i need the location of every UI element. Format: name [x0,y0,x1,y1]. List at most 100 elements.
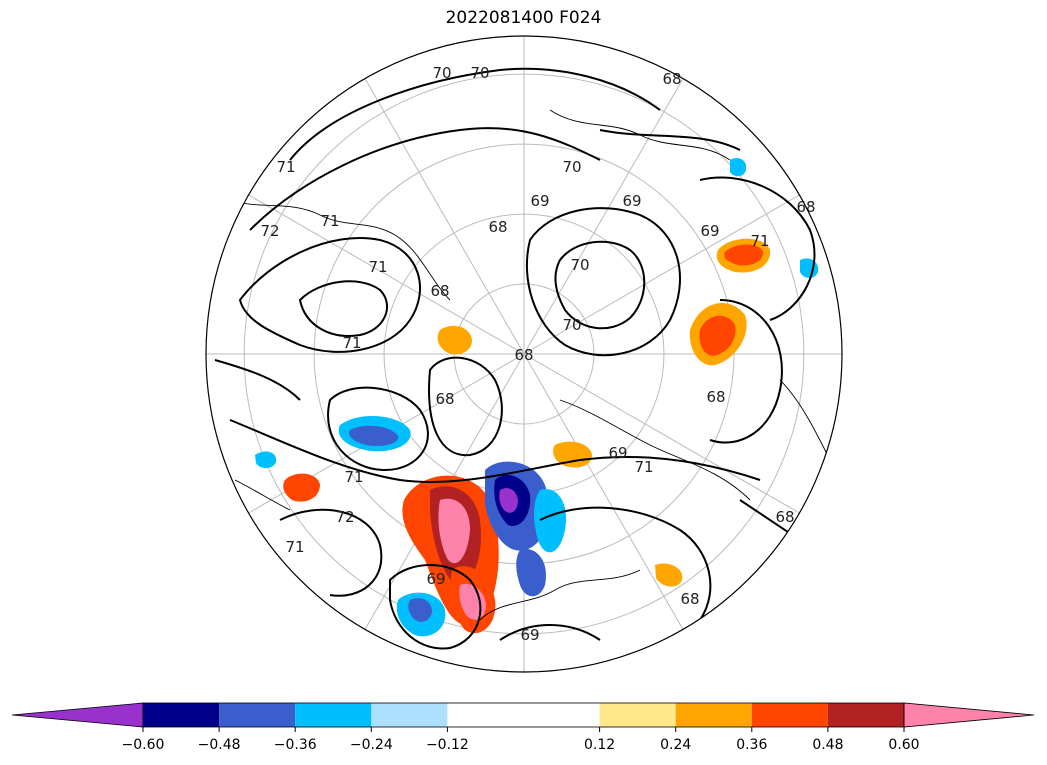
contour-label: 71 [750,232,769,250]
meridian-line [523,353,684,630]
coastline [779,379,831,461]
height-contour [279,508,383,597]
colorbar-tick-label: 0.60 [888,737,919,753]
colorbar-tick-label: −0.12 [426,737,469,753]
negative-anomaly-region [408,598,432,622]
contour-label: 68 [775,508,794,526]
colorbar-segment [295,703,372,727]
contour-label: 68 [706,388,725,406]
meridian-line [523,353,800,514]
meridian-line [248,194,525,355]
height-contour [238,237,421,353]
contour-label: 71 [285,538,304,556]
contour-label: 71 [344,468,363,486]
contour-label: 71 [320,212,339,230]
height-contour [709,299,783,444]
height-contour [229,419,761,483]
colorbar-tick-label: −0.36 [274,737,317,753]
colorbar-frame [142,702,905,728]
negative-anomaly-region [730,158,747,177]
colorbar-segment [219,703,296,727]
height-contour [249,127,601,231]
contour-label: 70 [562,158,581,176]
contour-label: 69 [520,626,539,644]
contour-label: 71 [276,158,295,176]
height-contour [499,624,601,641]
colorbar-tick-label: 0.36 [736,737,767,753]
contour-label: 68 [430,282,449,300]
coastline [234,479,291,511]
colorbar-extend-high [903,702,1035,728]
meridian-line [364,78,525,355]
polar-map: 70 70 68 70 71 72 71 71 69 68 68 69 69 70 70 71 68 71 71 69… [205,35,843,673]
contour-label: 71 [342,334,361,352]
height-contour [526,207,681,357]
colorbar-segment [447,703,600,727]
colorbar-tick-label: 0.12 [584,737,615,753]
colorbar-segment [143,703,220,727]
positive-anomaly-region [553,441,592,468]
coastline [559,399,751,501]
height-contour [289,67,661,161]
height-contour [554,240,646,330]
coastline [479,569,641,621]
contour-label: 70 [570,256,589,274]
meridian-line [523,194,800,355]
height-contour [699,176,816,321]
colorbar-segment [675,703,752,727]
colorbar-segment [827,703,904,727]
contour-label: 71 [634,458,653,476]
height-contour [599,129,741,151]
positive-anomaly-region [459,583,486,620]
contour-label: 72 [260,222,279,240]
contour-label: 69 [426,570,445,588]
height-contour [214,359,301,401]
colorbar-tick-label: 0.24 [660,737,691,753]
colorbar-tick-label: 0.48 [812,737,843,753]
negative-anomaly-region [800,258,819,278]
height-contour [389,564,482,650]
contour-labels: 70 70 68 70 71 72 71 71 69 68 68 69 69 70 70 71 68 71 71 69… [260,64,815,644]
colorbar: −0.60 −0.48 −0.36 −0.24 −0.12 0.12 0.24 0.36 0.4… [11,702,1035,753]
contour-label: 70 [562,316,581,334]
positive-anomaly-region [655,563,683,587]
contour-label: 68 [514,346,533,364]
positive-anomaly-region [724,244,764,266]
contour-label: 72 [335,508,354,526]
colorbar-extend-low [11,702,144,728]
positive-anomaly-region [699,315,736,356]
contour-label: 71 [368,258,387,276]
contour-label: 70 [432,64,451,82]
height-contour [298,280,389,337]
negative-anomaly-region [534,489,566,553]
colorbar-segment [371,703,448,727]
contour-label: 68 [488,218,507,236]
negative-anomaly-region [516,549,546,597]
negative-anomaly-region [255,451,277,469]
coastlines [229,109,831,621]
contour-label: 69 [530,192,549,210]
colorbar-tick-label: −0.60 [122,737,165,753]
positive-anomaly-region [283,473,320,502]
height-contour [428,356,503,457]
positive-anomaly-region [438,498,470,564]
contour-label: 69 [622,192,641,210]
colorbar-segments [11,702,1035,728]
contour-label: 70 [470,64,489,82]
chart-title: 2022081400 F024 [445,8,602,28]
negative-anomaly-region [499,488,518,513]
coastline [229,199,451,301]
map-boundary [205,35,843,673]
colorbar-tick-label: −0.48 [198,737,241,753]
height-contour [327,386,429,472]
colorbar-segment [599,703,676,727]
colorbar-ticks: −0.60 −0.48 −0.36 −0.24 −0.12 0.12 0.24 0.36 0.4… [122,727,920,753]
negative-anomaly-region [348,425,399,446]
contour-label: 68 [435,390,454,408]
height-contour [539,506,712,621]
contour-label: 69 [608,444,627,462]
coastline [549,109,731,161]
colorbar-segment [751,703,828,727]
height-contours [214,67,831,650]
contour-label: 68 [680,590,699,608]
